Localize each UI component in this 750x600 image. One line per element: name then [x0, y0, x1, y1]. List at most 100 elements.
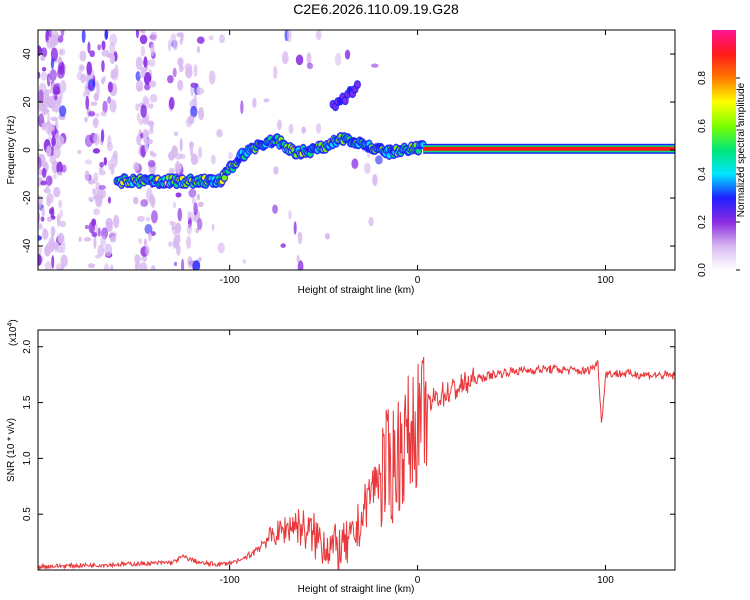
noise-speckle: [178, 153, 186, 159]
noise-speckle: [148, 232, 152, 242]
noise-speckle: [280, 243, 286, 248]
noise-speckle: [103, 156, 108, 166]
noise-speckle: [184, 63, 193, 72]
noise-speckle: [368, 216, 374, 227]
noise-speckle: [148, 103, 154, 109]
noise-speckle: [140, 199, 149, 207]
noise-speckle: [174, 237, 180, 249]
noise-speckle: [92, 148, 101, 154]
noise-speckle: [46, 192, 54, 204]
noise-speckle: [59, 48, 63, 56]
snr-x-tick-label: 0: [415, 575, 421, 586]
noise-speckle: [188, 188, 197, 198]
noise-speckle: [41, 67, 47, 72]
noise-speckle: [175, 222, 182, 234]
noise-speckle: [93, 208, 101, 216]
noise-speckle: [208, 35, 214, 41]
noise-speckle: [150, 231, 156, 237]
noise-speckle: [190, 82, 197, 88]
noise-speckle: [306, 62, 314, 70]
noise-speckle: [38, 223, 43, 230]
noise-speckle: [55, 263, 63, 270]
noise-speckle: [263, 98, 270, 103]
noise-speckle: [82, 91, 91, 98]
noise-speckle: [51, 136, 56, 147]
noise-speckle: [196, 86, 201, 96]
noise-speckle: [59, 220, 67, 228]
noise-speckle: [151, 152, 157, 158]
noise-speckle: [142, 95, 149, 105]
noise-speckle: [138, 238, 143, 244]
noise-speckle: [40, 180, 48, 186]
noise-speckle: [59, 80, 67, 93]
noise-speckle: [192, 260, 201, 270]
noise-speckle: [61, 164, 67, 173]
noise-speckle: [109, 99, 117, 113]
noise-speckle: [106, 53, 114, 59]
noise-speckle: [88, 221, 95, 234]
noise-speckle: [100, 110, 107, 117]
noise-speckle: [137, 215, 145, 222]
noise-speckle: [273, 65, 278, 80]
noise-speckle: [93, 92, 100, 102]
noise-speckle: [150, 265, 156, 270]
noise-speckle: [100, 235, 107, 247]
noise-speckle: [45, 185, 50, 190]
noise-speckle: [53, 173, 57, 180]
noise-speckle: [242, 259, 247, 264]
noise-speckle: [173, 131, 179, 137]
colorbar-gradient: [712, 30, 736, 270]
noise-speckle: [46, 39, 52, 49]
noise-speckle: [53, 144, 61, 150]
noise-speckle: [49, 155, 57, 165]
colorbar-label: Normalized spectral amplitude: [736, 82, 747, 217]
noise-speckle: [51, 255, 55, 269]
noise-speckle: [293, 221, 297, 235]
noise-speckle: [144, 143, 149, 153]
noise-speckle: [297, 260, 304, 270]
noise-speckle: [89, 50, 95, 58]
noise-speckle: [60, 254, 68, 268]
noise-speckle: [169, 220, 175, 226]
noise-speckle: [86, 61, 93, 76]
noise-speckle: [277, 119, 282, 131]
noise-speckle: [40, 216, 45, 222]
noise-speckle: [375, 155, 383, 165]
spectrogram-y-tick-label: 40: [22, 48, 33, 60]
trace-blob: [354, 81, 361, 88]
noise-speckle: [191, 196, 196, 205]
noise-speckle: [144, 83, 151, 91]
noise-speckle: [48, 88, 52, 94]
noise-speckle: [334, 52, 342, 66]
snr-x-label: Height of straight line (km): [298, 584, 415, 595]
noise-speckle: [44, 260, 52, 270]
noise-speckle: [315, 123, 322, 134]
noise-speckle: [77, 149, 82, 155]
noise-speckle: [84, 224, 89, 230]
noise-speckle: [149, 193, 153, 200]
noise-speckle: [109, 42, 116, 55]
noise-speckle: [172, 67, 177, 78]
snr-y-tick-label: 1.0: [22, 451, 33, 465]
noise-speckle: [297, 231, 303, 245]
noise-speckle: [57, 267, 62, 270]
noise-speckle: [103, 263, 110, 270]
noise-speckle: [40, 55, 46, 61]
noise-speckle: [100, 77, 105, 85]
noise-speckle: [196, 193, 201, 201]
noise-speckle: [176, 32, 184, 38]
noise-speckle: [59, 90, 64, 100]
spectrogram-panel: -100 0 100 -40 -20 0 20 40 Height of straight l…: [6, 29, 676, 296]
spectrogram-x-tick-label: -100: [220, 275, 240, 286]
noise-speckle: [105, 221, 113, 233]
noise-speckle: [110, 154, 118, 168]
noise-speckle: [48, 30, 52, 38]
noise-speckle: [84, 116, 88, 123]
noise-speckle: [57, 35, 64, 43]
noise-speckle: [139, 262, 148, 270]
noise-speckle: [252, 97, 257, 108]
noise-speckle: [177, 57, 184, 67]
noise-speckle: [38, 156, 42, 170]
noise-speckle: [190, 153, 198, 166]
noise-speckle: [107, 196, 112, 204]
